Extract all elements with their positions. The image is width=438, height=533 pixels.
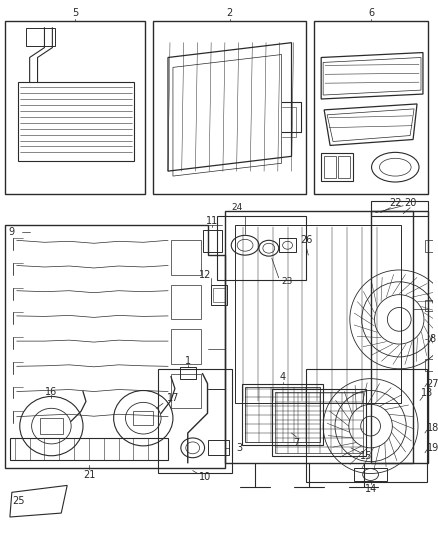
Text: 27: 27 — [427, 378, 438, 389]
Text: 17: 17 — [167, 393, 179, 403]
Text: 12: 12 — [199, 270, 212, 280]
Bar — [171, 285, 201, 319]
Bar — [354, 467, 387, 481]
Bar — [217, 216, 306, 280]
Text: 18: 18 — [427, 423, 438, 433]
Bar — [171, 374, 201, 408]
Bar — [134, 411, 153, 425]
Text: 19: 19 — [427, 443, 438, 453]
Bar — [180, 367, 196, 378]
Bar — [321, 154, 353, 181]
Text: 16: 16 — [45, 386, 57, 397]
Text: 3: 3 — [236, 443, 242, 453]
Bar — [371, 201, 428, 216]
Bar — [324, 156, 336, 178]
Bar — [425, 240, 433, 252]
Bar — [225, 211, 413, 463]
Bar — [171, 240, 201, 275]
Text: 26: 26 — [300, 235, 313, 245]
Bar — [203, 230, 223, 252]
Text: 2: 2 — [226, 8, 233, 18]
Text: 21: 21 — [83, 470, 95, 480]
Text: 24: 24 — [232, 203, 243, 212]
Bar — [425, 300, 433, 311]
Bar — [153, 21, 306, 194]
Text: 5: 5 — [72, 8, 78, 18]
Text: 25: 25 — [12, 496, 25, 506]
Text: 4: 4 — [279, 372, 286, 382]
Bar — [338, 156, 350, 178]
Text: 7: 7 — [293, 438, 300, 448]
Text: 13: 13 — [421, 389, 433, 399]
Bar — [26, 28, 55, 46]
Text: 23: 23 — [281, 277, 292, 286]
Bar — [39, 418, 63, 434]
Bar — [10, 438, 168, 459]
Text: 10: 10 — [199, 472, 212, 482]
Text: 8: 8 — [430, 334, 436, 344]
Bar — [314, 21, 428, 194]
Text: 15: 15 — [360, 451, 372, 461]
Text: 11: 11 — [206, 215, 219, 225]
Bar — [425, 359, 433, 371]
Text: 20: 20 — [404, 198, 416, 208]
Bar — [213, 288, 225, 302]
Bar — [272, 389, 366, 456]
Bar — [242, 384, 323, 445]
Bar — [235, 225, 401, 403]
Text: 9: 9 — [9, 228, 15, 237]
Bar — [245, 386, 320, 442]
Bar — [158, 369, 232, 473]
Bar — [279, 238, 297, 252]
Bar — [371, 211, 428, 463]
Text: 22: 22 — [389, 198, 402, 208]
Bar — [18, 82, 134, 161]
Bar — [212, 285, 227, 304]
Bar — [5, 21, 145, 194]
Text: 1: 1 — [185, 356, 191, 366]
Bar — [171, 329, 201, 364]
Bar — [306, 369, 427, 482]
Bar — [208, 440, 229, 455]
Text: 14: 14 — [364, 484, 377, 494]
Bar — [275, 392, 363, 453]
Text: 6: 6 — [368, 8, 374, 18]
